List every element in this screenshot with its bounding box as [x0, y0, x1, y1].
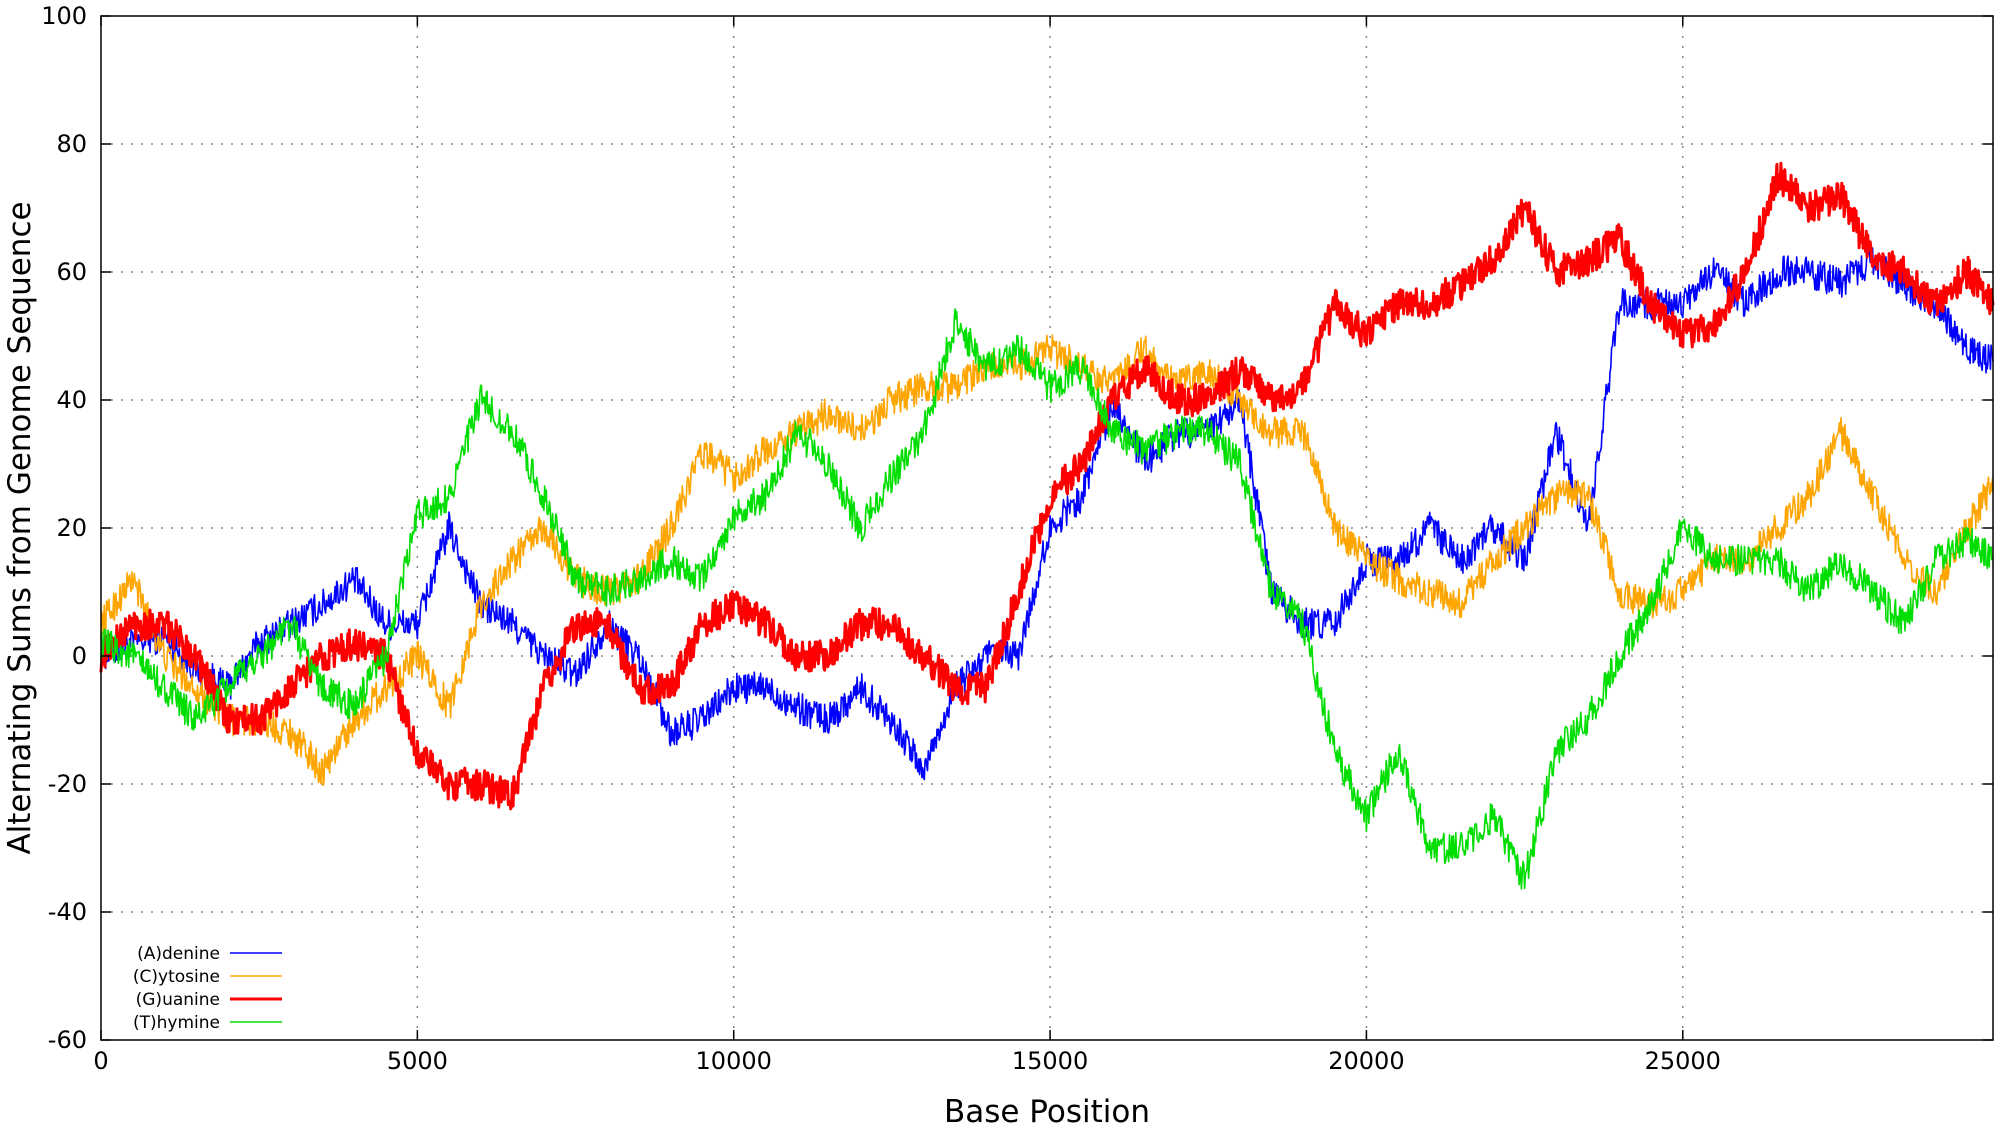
y-tick-label: -20	[48, 770, 87, 798]
legend-entry-label: (G)uanine	[136, 990, 220, 1010]
grid-layer	[101, 16, 1993, 1040]
ticks-layer: 0 5000 10000 15000 20000 25000 -60 -40 -20 0 20 40 6…	[41, 2, 1993, 1075]
y-tick-label: 0	[72, 642, 87, 670]
legend-entry-label: (T)hymine	[133, 1013, 220, 1033]
y-axis-title: Alternating Sums from Genome Sequence	[2, 201, 38, 854]
x-tick-label: 5000	[387, 1047, 448, 1075]
y-tick-label: 80	[56, 130, 87, 158]
legend-entry-label: (C)ytosine	[133, 967, 220, 987]
plot-frame	[100, 15, 1994, 1041]
series-line-1	[100, 247, 1994, 781]
series-line-3	[99, 161, 1995, 811]
y-tick-label: 20	[56, 514, 87, 542]
x-tick-label: 20000	[1328, 1047, 1404, 1075]
x-tick-label: 10000	[696, 1047, 772, 1075]
x-tick-label: 0	[93, 1047, 108, 1075]
y-tick-label: 100	[41, 2, 87, 30]
y-tick-label: 40	[56, 386, 87, 414]
legend-entry-label: (A)denine	[137, 944, 220, 964]
x-axis-title: Base Position	[944, 1094, 1150, 1130]
y-tick-label: -40	[48, 898, 87, 926]
y-tick-label: -60	[48, 1026, 87, 1054]
x-tick-label: 15000	[1012, 1047, 1088, 1075]
y-tick-label: 60	[56, 258, 87, 286]
x-tick-label: 25000	[1645, 1047, 1721, 1075]
series-line-4	[100, 308, 1994, 890]
series-layer	[99, 161, 1995, 890]
series-line-2	[100, 334, 1994, 787]
legend: (A)denine (C)ytosine (G)uanine (T)hymine	[133, 944, 282, 1033]
